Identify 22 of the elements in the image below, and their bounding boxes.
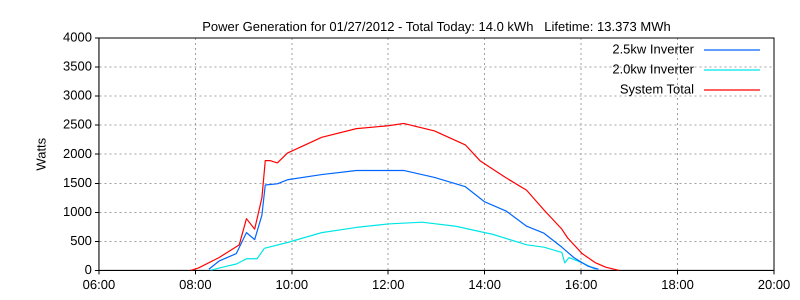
y-axis-title: Watts [34,137,49,171]
x-tick-label: 20:00 [758,276,790,292]
legend-label: 2.0kw Inverter [612,62,695,77]
x-tick-label: 16:00 [564,276,598,292]
y-tick-label: 3500 [63,58,92,74]
chart-title: Power Generation for 01/27/2012 - Total Today: 14.0 kWh Lifetime: 13.373 MWh [202,19,671,34]
x-tick-label: 08:00 [179,276,212,292]
x-tick-label: 06:00 [82,276,116,292]
y-tick-label: 3000 [63,88,92,103]
y-tick-label: 4000 [63,30,92,45]
legend-label: System Total [620,82,694,97]
x-tick-label: 14:00 [468,276,501,292]
y-tick-label: 0 [84,262,92,277]
x-tick-label: 12:00 [372,276,405,292]
y-tick-label: 1000 [63,204,92,219]
x-tick-label: 10:00 [276,276,308,292]
y-tick-label: 2500 [63,116,92,132]
y-tick-label: 1500 [63,174,92,190]
legend-label: 2.5kw Inverter [612,42,695,57]
x-tick-label: 18:00 [661,276,694,292]
y-tick-label: 2000 [63,146,92,161]
y-tick-label: 500 [70,232,92,248]
